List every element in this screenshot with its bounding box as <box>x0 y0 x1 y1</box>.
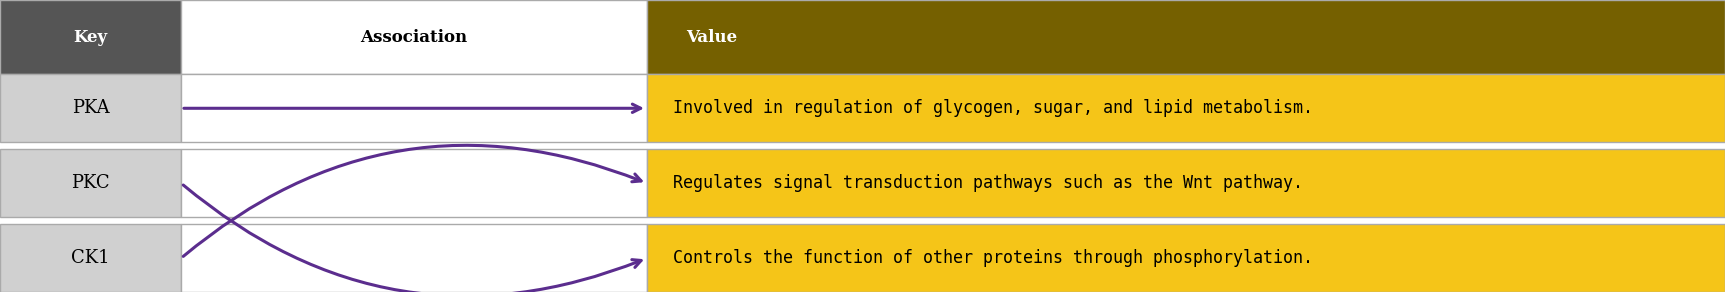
FancyBboxPatch shape <box>181 74 647 142</box>
Text: Association: Association <box>361 29 467 46</box>
FancyBboxPatch shape <box>0 74 181 142</box>
FancyBboxPatch shape <box>0 0 181 74</box>
Text: PKC: PKC <box>71 174 110 192</box>
FancyBboxPatch shape <box>647 74 1725 142</box>
FancyBboxPatch shape <box>647 224 1725 292</box>
Text: PKA: PKA <box>72 99 109 117</box>
FancyBboxPatch shape <box>181 0 647 74</box>
FancyBboxPatch shape <box>181 224 647 292</box>
Text: CK1: CK1 <box>71 249 110 267</box>
FancyBboxPatch shape <box>181 150 647 217</box>
Text: Key: Key <box>74 29 107 46</box>
Text: Value: Value <box>685 29 737 46</box>
FancyBboxPatch shape <box>647 150 1725 217</box>
FancyBboxPatch shape <box>0 150 181 217</box>
Text: Involved in regulation of glycogen, sugar, and lipid metabolism.: Involved in regulation of glycogen, suga… <box>673 99 1313 117</box>
FancyBboxPatch shape <box>0 224 181 292</box>
FancyBboxPatch shape <box>647 0 1725 74</box>
Text: Controls the function of other proteins through phosphorylation.: Controls the function of other proteins … <box>673 249 1313 267</box>
Text: Regulates signal transduction pathways such as the Wnt pathway.: Regulates signal transduction pathways s… <box>673 174 1302 192</box>
